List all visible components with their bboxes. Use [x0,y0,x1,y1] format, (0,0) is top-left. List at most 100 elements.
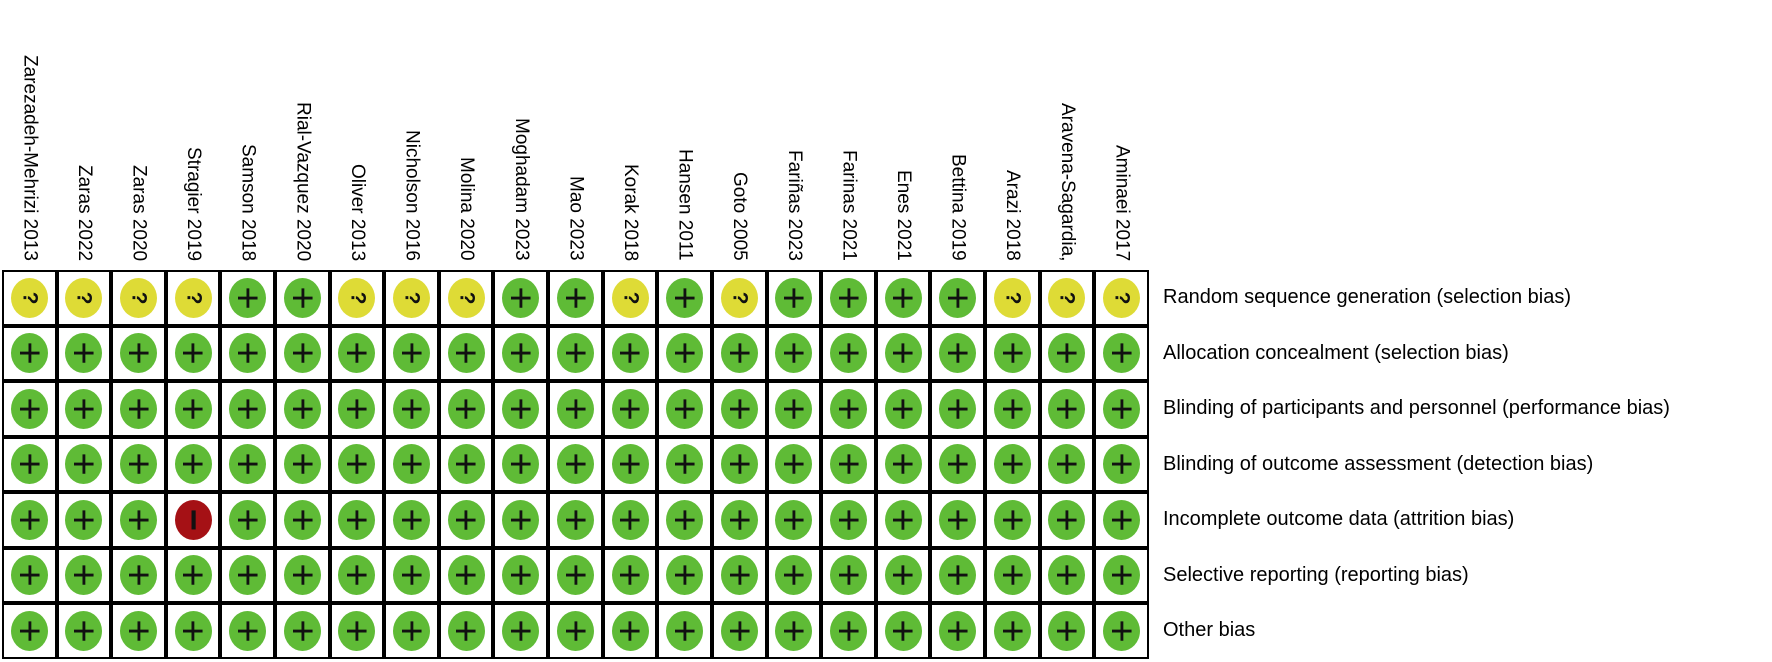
judgement-cell: + [493,492,549,548]
judgement-cell: + [438,547,494,603]
judgement-cell: + [1094,436,1149,492]
judgement-cell: ? [711,270,767,326]
study-label: Zaras 2022 [73,164,95,261]
study-label: Arazi 2018 [1002,170,1024,261]
judgement-cell: + [329,547,385,603]
criterion-label: Incomplete outcome data (attrition bias) [1163,508,1515,531]
judgement-circle: + [990,555,1034,596]
judgement-circle: + [936,444,980,485]
judgement-cell: + [165,381,221,437]
judgement-circle: ? [447,277,485,318]
judgement-circle: + [7,555,51,596]
judgement-circle: + [280,388,324,429]
judgement-circle: + [171,610,215,651]
judgement-cell: + [930,603,985,659]
judgement-circle: + [881,277,925,318]
judgement-circle: + [499,388,543,429]
judgement-circle: + [990,499,1034,540]
judgement-cell: + [275,381,330,437]
study-column-header: Arazi 2018 [985,0,1040,270]
judgement-circle: + [608,610,652,651]
study-column-header: Korak 2018 [603,0,658,270]
judgement-circle: + [7,333,51,374]
judgement-circle: + [772,555,816,596]
judgement-cell: + [275,492,330,548]
judgement-cell: + [711,492,767,548]
judgement-circle: + [1099,388,1143,429]
judgement-cell: + [657,381,712,437]
judgement-circle: + [663,333,707,374]
judgement-circle: ? [393,277,431,318]
judgement-circle: + [117,388,161,429]
judgement-cell: + [766,547,822,603]
judgement-cell: + [711,603,767,659]
judgement-circle: + [280,610,324,651]
study-column-header: Molina 2020 [439,0,494,270]
study-label: Zaras 2020 [128,164,150,261]
judgement-circle: + [280,277,324,318]
judgement-cell: + [875,492,931,548]
study-column-header: Nicholson 2016 [384,0,439,270]
judgement-cell: + [275,603,330,659]
judgement-circle: + [608,388,652,429]
judgement-cell: + [220,436,276,492]
judgement-cell: + [875,436,931,492]
judgement-circle: + [1099,333,1143,374]
judgement-circle: + [335,444,379,485]
judgement-cell: + [984,325,1040,381]
judgement-cell: + [657,547,712,603]
judgement-cell: + [766,603,822,659]
judgement-cell: + [2,381,57,437]
judgement-cell: + [875,603,931,659]
judgement-cell: + [766,270,822,326]
row-labels: Random sequence generation (selection bi… [1149,270,1772,659]
judgement-cell: + [329,381,385,437]
judgement-circle: + [553,277,597,318]
judgement-circle: + [280,444,324,485]
judgement-circle: + [608,444,652,485]
study-label: Oliver 2013 [346,163,368,261]
judgement-cell: + [56,381,112,437]
judgement-cell: + [220,270,276,326]
judgement-cell: + [165,603,221,659]
judgement-cell: + [1039,492,1095,548]
study-label: Rial-Vazquez 2020 [292,101,314,261]
judgement-cell: + [930,325,985,381]
study-label: Samson 2018 [237,143,259,261]
judgement-circle: + [226,388,270,429]
judgement-cell: + [875,270,931,326]
judgement-cell: + [493,547,549,603]
judgement-circle: + [826,499,870,540]
judgement-circle: + [608,499,652,540]
judgement-cell: + [984,436,1040,492]
study-column-header: Bettina 2019 [930,0,985,270]
judgement-cell: + [1094,547,1149,603]
judgement-circle: + [444,610,488,651]
judgement-cell: ? [1094,270,1149,326]
study-column-header: Hansen 2011 [657,0,712,270]
judgement-cell: + [2,492,57,548]
study-label: Nicholson 2016 [401,130,423,261]
judgement-cell: + [657,325,712,381]
judgement-circle: + [663,610,707,651]
judgement-cell: + [56,325,112,381]
judgement-cell: + [711,325,767,381]
judgement-circle: + [335,388,379,429]
judgement-circle: + [444,388,488,429]
judgement-cell: + [821,270,876,326]
judgement-cell: + [548,381,603,437]
judgement-circle: + [226,499,270,540]
judgement-circle: ? [993,277,1031,318]
judgement-cell: + [657,603,712,659]
judgement-cell: + [1039,436,1095,492]
judgement-cell: + [930,492,985,548]
judgement-circle: ? [65,277,103,318]
judgement-cell: + [711,436,767,492]
judgement-cell: + [384,325,439,381]
judgement-cell: + [275,547,330,603]
judgement-circle: + [717,499,761,540]
study-label: Goto 2005 [729,172,751,261]
judgement-cell: + [711,381,767,437]
judgement-cell: ? [984,270,1040,326]
judgement-circle: + [717,555,761,596]
